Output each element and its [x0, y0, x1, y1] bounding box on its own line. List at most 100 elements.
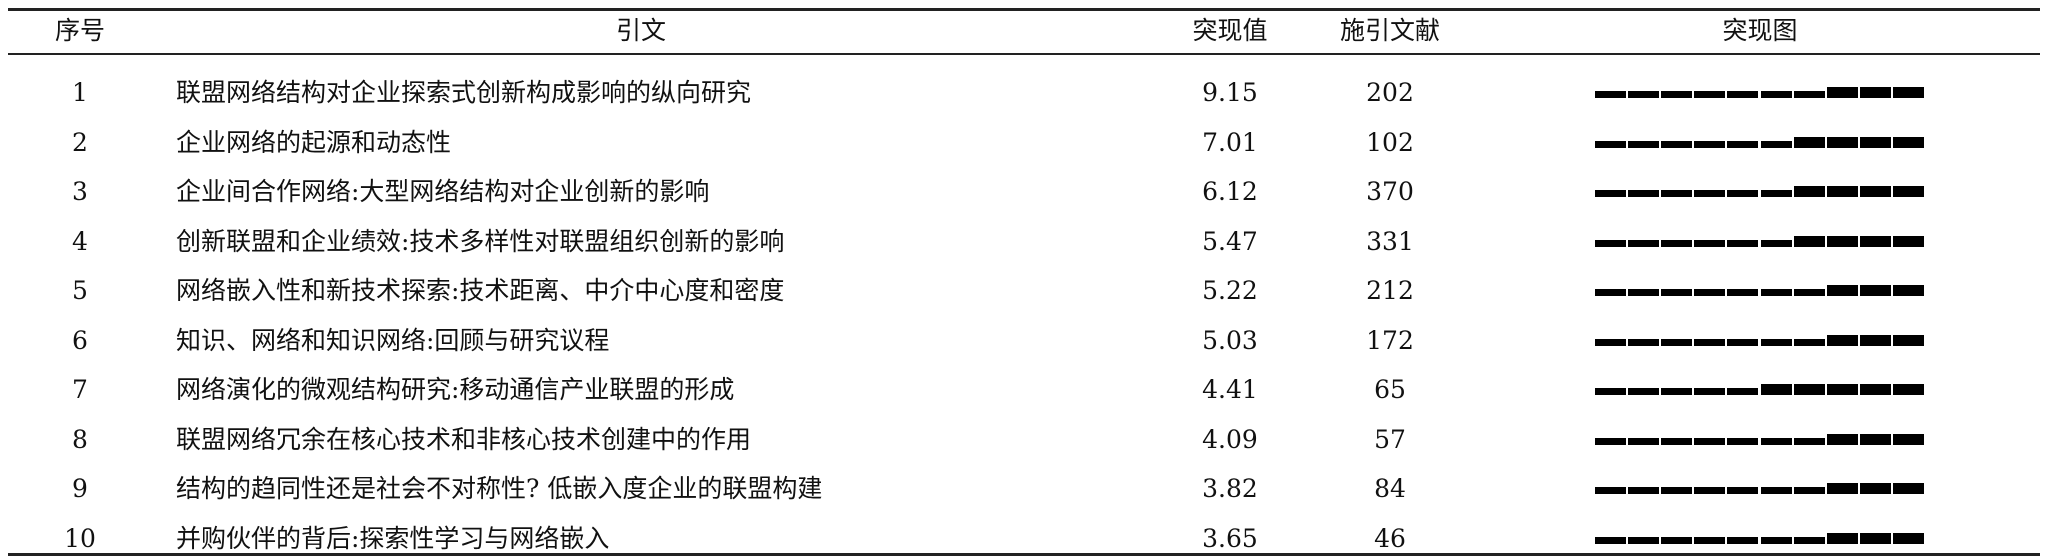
burst-segment	[1694, 140, 1726, 148]
burst-segment	[1727, 289, 1759, 296]
burst-segment-active	[1826, 532, 1858, 544]
row-title: 联盟网络结构对企业探索式创新构成影响的纵向研究	[176, 78, 752, 107]
burst-segment	[1661, 437, 1693, 445]
burst-bar	[1595, 383, 1927, 395]
row-burst-value: 5.22	[1202, 276, 1258, 305]
burst-segment	[1760, 239, 1792, 247]
burst-segment	[1628, 140, 1660, 148]
row-burst-value: 3.82	[1202, 474, 1258, 503]
burst-segment	[1661, 140, 1693, 148]
burst-segment-active	[1859, 483, 1891, 494]
burst-segment	[1694, 190, 1726, 197]
burst-segment	[1661, 239, 1693, 247]
burst-segment	[1595, 289, 1626, 296]
row-title: 结构的趋同性还是社会不对称性? 低嵌入度企业的联盟构建	[176, 474, 823, 503]
row-citing: 84	[1374, 474, 1406, 503]
row-burst-value: 3.65	[1202, 523, 1258, 553]
row-title: 企业间合作网络:大型网络结构对企业创新的影响	[176, 177, 710, 206]
row-burst-value: 4.41	[1202, 375, 1258, 404]
burst-segment-active	[1859, 433, 1891, 445]
burst-segment	[1661, 338, 1693, 346]
burst-segment-active	[1892, 186, 1924, 197]
burst-segment	[1694, 388, 1726, 395]
burst-bar	[1595, 284, 1927, 296]
row-citing: 46	[1374, 523, 1406, 553]
header-no: 序号	[54, 16, 105, 45]
burst-segment	[1595, 338, 1626, 346]
burst-segment	[1628, 239, 1660, 247]
burst-segment	[1760, 289, 1792, 296]
burst-segment-active	[1826, 136, 1858, 148]
table-top-rule	[8, 8, 2040, 11]
burst-segment	[1793, 487, 1825, 494]
burst-segment-active	[1826, 285, 1858, 296]
row-no: 10	[64, 523, 96, 553]
burst-segment	[1793, 91, 1825, 98]
burst-segment-active	[1826, 87, 1858, 98]
burst-segment	[1661, 487, 1693, 494]
burst-segment-active	[1826, 186, 1858, 197]
row-citing: 65	[1374, 375, 1406, 404]
burst-segment	[1793, 437, 1825, 445]
row-citing: 102	[1366, 127, 1414, 157]
burst-segment	[1595, 190, 1626, 197]
burst-segment	[1628, 388, 1660, 395]
burst-segment-active	[1826, 433, 1858, 445]
burst-segment	[1595, 437, 1626, 445]
burst-segment-active	[1892, 334, 1924, 346]
burst-segment	[1628, 91, 1660, 98]
burst-bar	[1595, 235, 1927, 247]
burst-bar	[1595, 86, 1927, 98]
row-citing: 172	[1366, 325, 1414, 355]
burst-bar	[1595, 482, 1927, 494]
row-burst-value: 5.03	[1202, 325, 1258, 355]
burst-segment	[1628, 289, 1660, 296]
row-no: 3	[72, 177, 88, 206]
row-title: 知识、网络和知识网络:回顾与研究议程	[176, 325, 610, 355]
burst-segment	[1694, 91, 1726, 98]
header-burst-chart: 突现图	[1722, 16, 1798, 45]
row-citing: 331	[1366, 226, 1414, 256]
burst-segment	[1628, 536, 1660, 544]
burst-segment	[1628, 437, 1660, 445]
burst-segment	[1727, 239, 1759, 247]
burst-segment	[1694, 338, 1726, 346]
burst-segment-active	[1892, 136, 1924, 148]
burst-segment-active	[1892, 433, 1924, 445]
burst-segment	[1793, 536, 1825, 544]
burst-segment	[1661, 536, 1693, 544]
row-burst-value: 9.15	[1202, 78, 1258, 107]
burst-segment	[1793, 338, 1825, 346]
burst-segment	[1661, 91, 1693, 98]
burst-segment	[1760, 190, 1792, 197]
burst-segment-active	[1892, 87, 1924, 98]
burst-segment-active	[1859, 285, 1891, 296]
burst-segment-active	[1859, 384, 1891, 395]
burst-segment-active	[1793, 136, 1825, 148]
row-burst-value: 5.47	[1202, 226, 1258, 256]
header-rule	[8, 53, 2040, 55]
row-citing: 370	[1366, 177, 1414, 206]
burst-segment	[1694, 437, 1726, 445]
burst-segment-active	[1826, 384, 1858, 395]
row-no: 1	[72, 78, 88, 107]
burst-segment-active	[1826, 334, 1858, 346]
burst-segment	[1595, 91, 1626, 98]
row-no: 8	[72, 424, 88, 454]
burst-segment	[1661, 190, 1693, 197]
burst-segment	[1595, 487, 1626, 494]
burst-segment-active	[1859, 235, 1891, 247]
burst-segment	[1595, 536, 1626, 544]
burst-bar	[1595, 136, 1927, 148]
row-citing: 57	[1374, 424, 1406, 454]
row-burst-value: 7.01	[1202, 127, 1258, 157]
row-citing: 202	[1366, 78, 1414, 107]
row-no: 6	[72, 325, 88, 355]
burst-segment	[1727, 338, 1759, 346]
burst-segment	[1727, 388, 1759, 395]
burst-segment	[1793, 289, 1825, 296]
burst-segment-active	[1793, 384, 1825, 395]
header-burst-value: 突现值	[1192, 16, 1268, 45]
burst-segment-active	[1892, 384, 1924, 395]
row-burst-value: 4.09	[1202, 424, 1258, 454]
